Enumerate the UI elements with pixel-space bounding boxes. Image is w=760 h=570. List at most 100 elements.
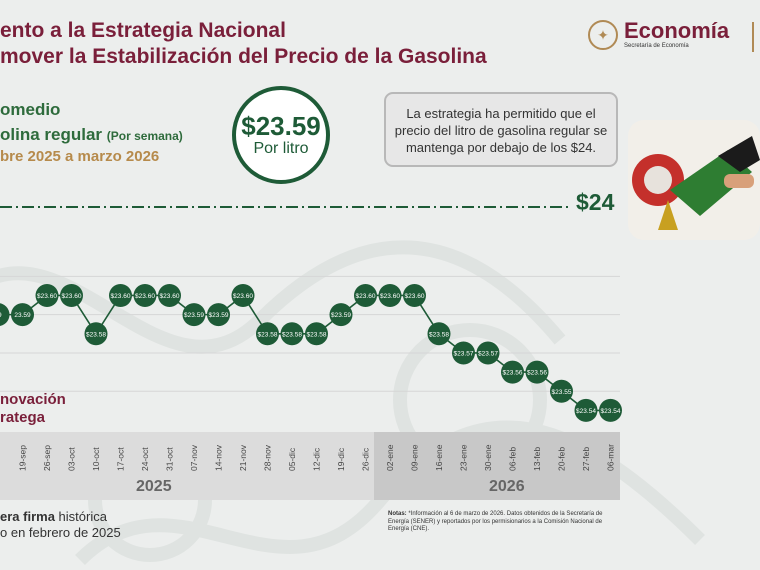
x-tick-label: 30-ene: [483, 444, 493, 471]
firma-rest: histórica: [54, 509, 107, 524]
data-label: $23.60: [37, 293, 57, 300]
data-label: $23.60: [405, 293, 425, 300]
price-badge: $23.59 Por litro: [232, 86, 330, 184]
x-tick-label: 19-dic: [336, 447, 346, 471]
data-point: [599, 398, 622, 422]
data-label: 59: [0, 312, 2, 319]
data-point: [501, 360, 524, 384]
firma-line-2: o en febrero de 2025: [0, 525, 121, 540]
data-point: [133, 283, 157, 307]
data-point: [280, 322, 304, 346]
subtitle-period: bre 2025 a marzo 2026: [0, 148, 160, 165]
price-value: $23.59: [241, 111, 321, 141]
x-tick-label: 10-oct: [91, 447, 101, 471]
x-tick-label: 06-feb: [508, 447, 518, 471]
subtitle-line-1: omedio: [0, 100, 61, 119]
data-point: [452, 341, 475, 365]
data-label: $23.59: [331, 312, 351, 319]
title-line-2: mover la Estabilización del Precio de la…: [0, 45, 487, 68]
data-label: $23.57: [454, 350, 474, 357]
data-label: $23.59: [184, 312, 204, 319]
x-tick-label: 02-ene: [385, 444, 395, 471]
x-tick-label: 06-mar: [606, 444, 616, 471]
data-point: [427, 322, 451, 346]
subtitle-small: (Por semana): [106, 129, 183, 143]
data-point: [207, 303, 230, 327]
data-point: [256, 322, 279, 346]
data-label: 23.59: [14, 312, 31, 319]
data-point: [329, 303, 353, 327]
data-label: $23.60: [135, 293, 155, 300]
x-tick-label: 28-nov: [263, 444, 273, 471]
data-point: [60, 283, 83, 307]
data-point: [84, 322, 108, 346]
notes-text: *Información al 6 de marzo de 2026. Dato…: [388, 511, 603, 532]
firma-bold: era firma: [0, 509, 55, 524]
strategy-callout: La estrategia ha permitido que el precio…: [384, 92, 618, 167]
data-label: $23.60: [356, 293, 376, 300]
data-point: [378, 283, 402, 307]
x-tick-label: 14-nov: [214, 444, 224, 471]
innovation-label: novación ratega: [0, 391, 66, 427]
x-tick-label: 23-ene: [459, 444, 469, 471]
reference-label: $24: [576, 189, 615, 215]
data-point: [550, 379, 573, 403]
data-label: $23.58: [429, 331, 449, 338]
data-label: $23.56: [527, 370, 547, 377]
x-tick-label: 17-oct: [116, 447, 126, 471]
x-axis-band-2026: [374, 432, 620, 500]
subtitle-line-2: olina regular (Por semana): [0, 125, 183, 146]
data-label: $23.58: [86, 331, 106, 338]
data-label: $23.60: [380, 293, 400, 300]
fuel-nozzle-image: [628, 120, 760, 240]
title-line-1: ento a la Estrategia Nacional: [0, 19, 286, 42]
data-label: $23.60: [160, 293, 180, 300]
year-2026: 2026: [489, 478, 525, 495]
x-tick-label: 09-ene: [410, 444, 420, 471]
data-label: $23.55: [552, 389, 572, 396]
x-tick-label: 20-feb: [557, 447, 567, 471]
subtitle-main: olina regular: [0, 125, 103, 144]
x-tick-label: 19-sep: [18, 445, 28, 471]
x-tick-label: 26-dic: [361, 447, 371, 471]
logo-name: Economía: [624, 18, 730, 43]
data-label: $23.57: [478, 350, 498, 357]
data-point: [476, 341, 500, 365]
data-label: $23.58: [258, 331, 278, 338]
x-tick-label: 13-feb: [532, 447, 542, 471]
notes-label: Notas:: [388, 511, 407, 517]
year-2025: 2025: [136, 478, 172, 495]
innovation-line-2: ratega: [0, 409, 46, 426]
data-label: $23.54: [576, 408, 596, 415]
national-seal-icon: ✦: [588, 20, 618, 50]
price-unit: Por litro: [253, 140, 309, 157]
data-label: $23.60: [111, 293, 131, 300]
data-label: $23.59: [209, 312, 229, 319]
footnotes: Notas: *Información al 6 de marzo de 202…: [388, 511, 620, 534]
data-point: [0, 303, 10, 326]
data-label: $23.56: [503, 370, 523, 377]
x-tick-label: 03-oct: [67, 447, 77, 471]
x-tick-label: 07-nov: [189, 444, 199, 471]
data-point: [354, 283, 377, 307]
data-label: $23.54: [601, 408, 621, 415]
data-label: $23.60: [62, 293, 82, 300]
x-tick-label: 27-feb: [581, 447, 591, 471]
data-point: [305, 322, 328, 346]
data-point: [182, 303, 206, 327]
logo-subtitle: Secretaría de Economía: [624, 43, 689, 49]
data-point: [11, 303, 34, 327]
x-tick-label: 12-dic: [312, 447, 322, 471]
data-point: [525, 360, 549, 384]
x-tick-label: 16-ene: [434, 444, 444, 471]
innovation-line-1: novación: [0, 391, 66, 408]
data-label: $23.60: [233, 293, 253, 300]
firma-line-1: era firma histórica: [0, 509, 107, 525]
data-point: [403, 283, 426, 307]
logo-divider: [752, 22, 754, 52]
data-label: $23.58: [307, 331, 327, 338]
data-label: $23.58: [282, 331, 302, 338]
economia-logo: ✦ Economía Secretaría de Economía: [588, 18, 754, 52]
data-point: [158, 283, 181, 307]
